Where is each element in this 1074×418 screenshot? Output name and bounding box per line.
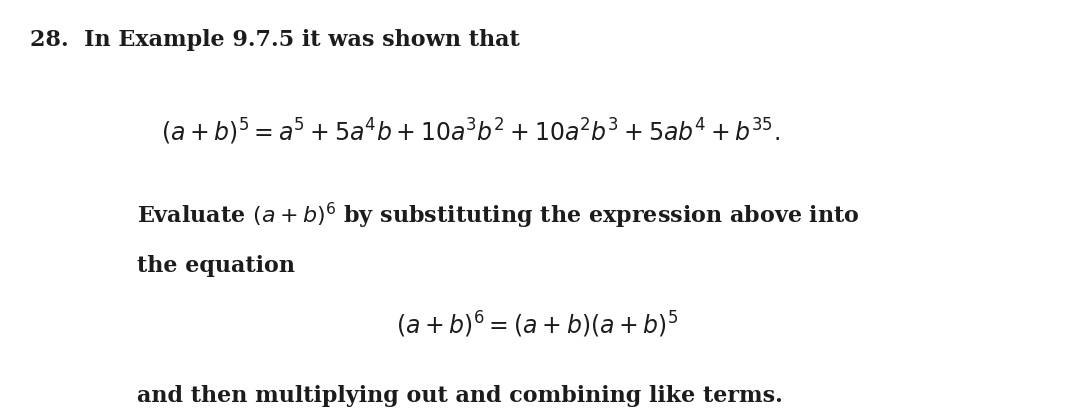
Text: $(a + b)^6 = (a + b)(a + b)^5$: $(a + b)^6 = (a + b)(a + b)^5$: [396, 309, 678, 339]
Text: Evaluate $(a + b)^6$ by substituting the expression above into: Evaluate $(a + b)^6$ by substituting the…: [137, 201, 860, 231]
Text: 28.  In Example 9.7.5 it was shown that: 28. In Example 9.7.5 it was shown that: [30, 29, 520, 51]
Text: the equation: the equation: [137, 255, 295, 277]
Text: $(a + b)^5 = a^5 + 5a^4b + 10a^3b^2 + 10a^2b^3 + 5ab^4 + b^{35}.$: $(a + b)^5 = a^5 + 5a^4b + 10a^3b^2 + 10…: [161, 117, 780, 147]
Text: and then multiplying out and combining like terms.: and then multiplying out and combining l…: [137, 385, 783, 407]
